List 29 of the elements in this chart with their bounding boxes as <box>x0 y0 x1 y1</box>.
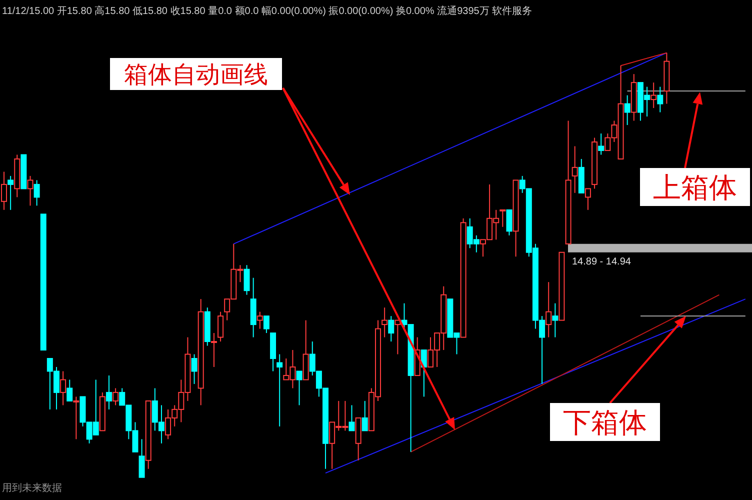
candlestick <box>210 332 217 368</box>
candlestick <box>204 307 210 346</box>
candlestick <box>1 171 7 210</box>
candlestick <box>388 316 394 342</box>
annotation: 箱体自动画线 <box>124 60 268 89</box>
candlestick <box>657 86 664 113</box>
candlestick <box>34 180 40 206</box>
candlestick <box>572 146 578 194</box>
candlestick <box>14 154 20 198</box>
text: 用到未来数据 <box>2 482 62 494</box>
candlestick <box>276 354 283 427</box>
candlestick <box>624 94 630 126</box>
candlestick <box>650 82 657 109</box>
annotation: 上箱体 <box>653 171 737 204</box>
candlestick <box>191 354 198 384</box>
chart-title: 11/12/15.00 开15.80 高15.80 低15.80 收15.80 量0.0 额0.0 幅0.00(0.00%) 振0.00(0.00%) 换0.00% 流通9395万 软件服务 <box>2 5 532 17</box>
candlestick <box>244 264 250 296</box>
candlestick <box>552 302 558 338</box>
candlestick <box>73 396 80 440</box>
candlestick <box>106 374 112 410</box>
candlestick <box>382 307 388 338</box>
annotation: 下箱体 <box>563 406 647 440</box>
candlestick <box>198 298 204 406</box>
candlestick <box>60 370 66 406</box>
band-label: 14.89 - 14.94 <box>572 256 632 268</box>
candlestick <box>546 282 552 338</box>
candlestick <box>630 74 637 122</box>
candlestick <box>250 277 256 338</box>
candlestick <box>664 52 670 104</box>
